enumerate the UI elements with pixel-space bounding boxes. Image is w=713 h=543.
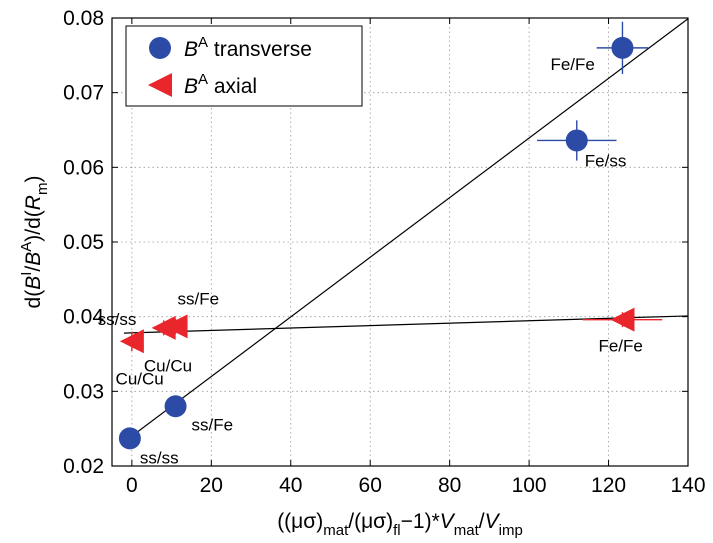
grid bbox=[112, 18, 688, 466]
point-label: ss/ss bbox=[98, 310, 137, 329]
data-point-triangle bbox=[151, 315, 176, 340]
x-tick-label: 40 bbox=[279, 474, 302, 497]
point-label: Fe/ss bbox=[585, 151, 627, 170]
x-tick-label: 100 bbox=[512, 474, 547, 497]
data-markers bbox=[118, 36, 635, 450]
x-axis-title: ((μσ)mat/(μσ)fl−1)*Vmat/Vimp bbox=[277, 510, 523, 539]
x-tick-label: 80 bbox=[438, 474, 461, 497]
point-label: ss/Fe bbox=[192, 415, 234, 434]
data-point-triangle bbox=[119, 329, 144, 354]
data-point-circle bbox=[118, 427, 141, 450]
data-point-circle bbox=[565, 129, 588, 152]
legend-label: BA transverse bbox=[184, 34, 312, 61]
axis-ticks: 0 20 40 60 80 100 120 140 0.02 0.03 0.04 0.05 0.06 0.… bbox=[63, 7, 705, 497]
legend-entries: BA transverse BA axial bbox=[148, 34, 312, 98]
legend-label: BA axial bbox=[184, 71, 257, 98]
point-label: ss/ss bbox=[140, 448, 179, 467]
y-tick-label: 0.06 bbox=[63, 156, 104, 179]
point-label: Cu/Cu bbox=[144, 356, 192, 375]
point-labels: Fe/Fe Fe/ss ss/Fe Cu/Cu ss/ss Fe/Fe ss/Fe ss/ss… bbox=[98, 55, 643, 468]
x-tick-label: 60 bbox=[359, 474, 382, 497]
y-tick-label: 0.07 bbox=[63, 82, 104, 105]
fit-line bbox=[123, 18, 689, 443]
y-tick-label: 0.08 bbox=[63, 7, 104, 30]
data-point-circle bbox=[611, 36, 634, 59]
x-tick-label: 120 bbox=[591, 474, 626, 497]
y-tick-label: 0.05 bbox=[63, 231, 104, 254]
legend: BA transverse BA axial bbox=[125, 25, 363, 107]
data-point-circle bbox=[164, 395, 187, 418]
x-tick-label: 140 bbox=[670, 474, 705, 497]
point-label: ss/Fe bbox=[178, 289, 220, 308]
y-tick-label: 0.02 bbox=[63, 455, 104, 478]
point-label: Fe/Fe bbox=[598, 337, 642, 356]
fit-lines bbox=[123, 18, 689, 443]
point-label: Cu/Cu bbox=[116, 369, 164, 388]
legend-marker-circle bbox=[149, 37, 171, 59]
point-label: Fe/Fe bbox=[550, 55, 594, 74]
y-tick-label: 0.03 bbox=[63, 380, 104, 403]
x-tick-label: 0 bbox=[126, 474, 138, 497]
y-tick-label: 0.04 bbox=[63, 306, 104, 329]
legend-marker-triangle bbox=[148, 73, 172, 97]
data-point-triangle bbox=[610, 307, 635, 332]
fit-line bbox=[123, 315, 689, 334]
x-tick-label: 20 bbox=[200, 474, 223, 497]
y-axis-title: d(BI/BA)/d(Rm) bbox=[18, 176, 51, 309]
